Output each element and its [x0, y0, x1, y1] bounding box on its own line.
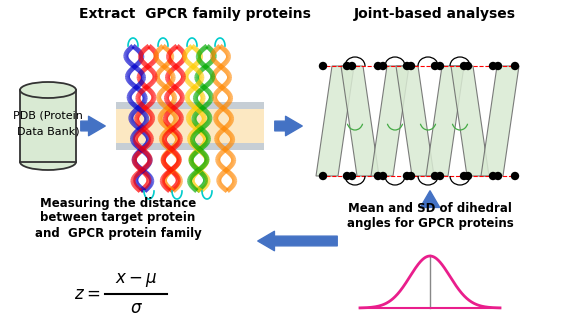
Circle shape — [320, 172, 327, 179]
Polygon shape — [341, 66, 379, 176]
Circle shape — [374, 62, 381, 70]
Text: Data Bank): Data Bank) — [17, 126, 79, 136]
Circle shape — [380, 62, 386, 70]
Text: Extract  GPCR family proteins: Extract GPCR family proteins — [79, 7, 311, 21]
Circle shape — [407, 62, 415, 70]
Circle shape — [495, 172, 502, 179]
Polygon shape — [371, 66, 409, 176]
Circle shape — [407, 172, 415, 179]
Polygon shape — [316, 66, 354, 176]
Circle shape — [464, 172, 472, 179]
Circle shape — [431, 172, 438, 179]
Circle shape — [374, 172, 381, 179]
Circle shape — [320, 62, 327, 70]
Circle shape — [348, 172, 355, 179]
Circle shape — [431, 62, 438, 70]
Text: $x-\mu$: $x-\mu$ — [115, 271, 157, 289]
Circle shape — [437, 62, 444, 70]
Bar — [116, 102, 264, 109]
Circle shape — [404, 172, 411, 179]
Text: PDB (Protein: PDB (Protein — [13, 111, 83, 121]
Text: Measuring the distance
between target protein
and  GPCR protein family: Measuring the distance between target pr… — [35, 197, 202, 240]
Circle shape — [460, 172, 468, 179]
Bar — [116, 102, 264, 150]
Ellipse shape — [20, 154, 76, 170]
Polygon shape — [481, 66, 519, 176]
Circle shape — [348, 62, 355, 70]
Circle shape — [495, 62, 502, 70]
Circle shape — [511, 172, 518, 179]
Circle shape — [464, 62, 472, 70]
Circle shape — [490, 172, 497, 179]
Circle shape — [460, 62, 468, 70]
Circle shape — [343, 62, 351, 70]
Ellipse shape — [20, 82, 76, 98]
Polygon shape — [396, 66, 434, 176]
Circle shape — [404, 62, 411, 70]
Circle shape — [437, 172, 444, 179]
Text: Joint-based analyses: Joint-based analyses — [354, 7, 516, 21]
Circle shape — [511, 62, 518, 70]
Bar — [116, 143, 264, 150]
Text: Mean and SD of dihedral
angles for GPCR proteins: Mean and SD of dihedral angles for GPCR … — [347, 202, 513, 230]
Circle shape — [380, 172, 386, 179]
Circle shape — [343, 172, 351, 179]
Polygon shape — [426, 66, 464, 176]
Circle shape — [490, 62, 497, 70]
Polygon shape — [451, 66, 489, 176]
Bar — [20, 90, 76, 162]
Text: $\sigma$: $\sigma$ — [130, 299, 142, 317]
Text: $z=$: $z=$ — [74, 285, 100, 303]
